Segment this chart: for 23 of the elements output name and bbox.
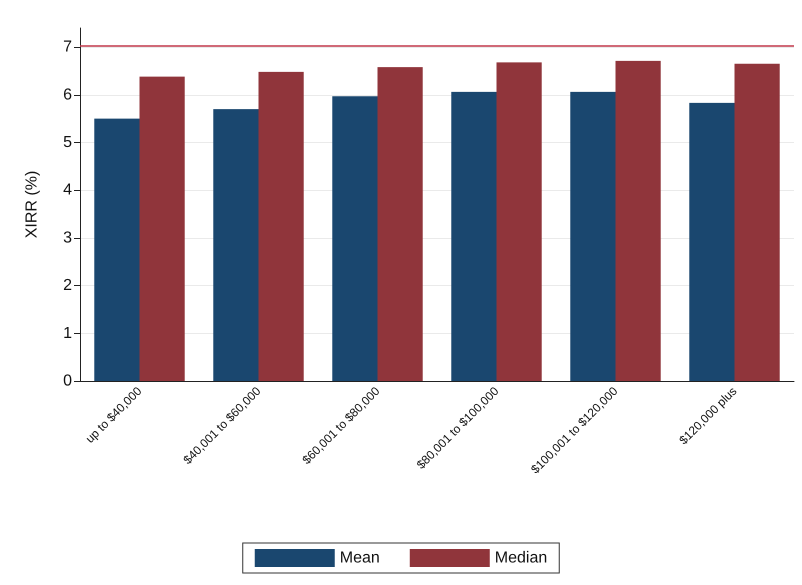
y-tick-label: 4 bbox=[63, 182, 72, 199]
legend-label: Median bbox=[494, 550, 548, 566]
bar bbox=[378, 67, 423, 381]
bar bbox=[496, 62, 542, 381]
bar bbox=[258, 72, 304, 381]
y-tick-label: 1 bbox=[63, 324, 72, 342]
y-axis-title: XIRR (%) bbox=[24, 170, 40, 238]
y-tick-label: 3 bbox=[63, 229, 72, 246]
y-tick-label: 5 bbox=[63, 134, 72, 151]
y-tick-label: 7 bbox=[63, 38, 72, 56]
bar bbox=[332, 96, 378, 381]
bar bbox=[140, 76, 185, 381]
y-tick-label: 6 bbox=[63, 86, 72, 104]
bar bbox=[213, 109, 258, 381]
bar bbox=[734, 64, 780, 381]
bar bbox=[451, 92, 496, 381]
y-tick-label: 2 bbox=[63, 277, 72, 294]
bar bbox=[689, 102, 734, 381]
bar bbox=[94, 118, 140, 381]
bar bbox=[616, 60, 661, 381]
bar bbox=[570, 92, 616, 381]
legend-label: Mean bbox=[340, 550, 380, 566]
y-tick-label: 0 bbox=[63, 372, 72, 390]
